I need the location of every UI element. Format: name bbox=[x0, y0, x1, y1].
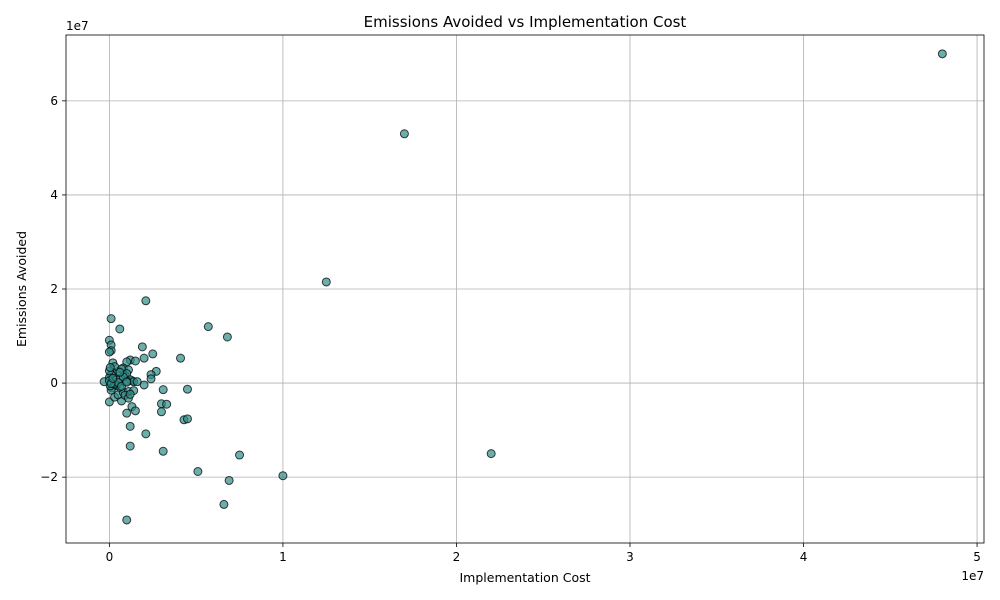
data-point bbox=[105, 363, 115, 373]
data-point bbox=[115, 324, 125, 334]
data-point bbox=[122, 408, 132, 418]
y-tick-label: 6 bbox=[50, 94, 58, 108]
data-point bbox=[130, 406, 140, 416]
data-point bbox=[130, 356, 140, 366]
data-point bbox=[162, 399, 172, 409]
y-tick-label: −2 bbox=[40, 470, 58, 484]
data-point bbox=[125, 389, 135, 399]
x-ticks: 0 1 2 3 4 5 bbox=[106, 543, 981, 564]
y-axis-title: Emissions Avoided bbox=[14, 231, 29, 347]
data-point bbox=[182, 384, 192, 394]
data-point bbox=[203, 322, 213, 332]
data-point bbox=[278, 471, 288, 481]
x-tick-label: 3 bbox=[626, 550, 634, 564]
data-point bbox=[235, 450, 245, 460]
data-point bbox=[125, 441, 135, 451]
data-point bbox=[193, 467, 203, 477]
x-tick-label: 1 bbox=[279, 550, 287, 564]
data-point bbox=[146, 374, 156, 384]
data-point bbox=[122, 377, 132, 387]
data-point bbox=[224, 475, 234, 485]
data-point bbox=[115, 367, 125, 377]
y-tick-label: 4 bbox=[50, 188, 58, 202]
data-point bbox=[486, 449, 496, 459]
data-point bbox=[122, 515, 132, 525]
x-offset-label: 1e7 bbox=[961, 569, 984, 583]
scatter-points bbox=[99, 49, 947, 525]
data-point bbox=[219, 499, 229, 509]
x-axis-title: Implementation Cost bbox=[459, 570, 590, 585]
data-point bbox=[156, 407, 166, 417]
data-point bbox=[141, 429, 151, 439]
data-point bbox=[321, 277, 331, 287]
y-offset-label: 1e7 bbox=[66, 19, 89, 33]
chart-title: Emissions Avoided vs Implementation Cost bbox=[364, 13, 687, 31]
y-ticks: −2 0 2 4 6 bbox=[40, 94, 66, 484]
y-tick-label: 0 bbox=[50, 376, 58, 390]
data-point bbox=[125, 421, 135, 431]
data-point bbox=[106, 314, 116, 324]
data-point bbox=[399, 129, 409, 139]
data-point bbox=[137, 342, 147, 352]
data-point bbox=[182, 414, 192, 424]
data-point bbox=[937, 49, 947, 59]
data-point bbox=[158, 446, 168, 456]
data-point bbox=[141, 296, 151, 306]
data-point bbox=[148, 349, 158, 359]
data-point bbox=[104, 347, 114, 357]
x-tick-label: 5 bbox=[973, 550, 981, 564]
y-grid bbox=[66, 100, 984, 478]
x-tick-label: 0 bbox=[106, 550, 114, 564]
data-point bbox=[222, 332, 232, 342]
data-point bbox=[139, 353, 149, 363]
data-point bbox=[108, 373, 118, 383]
x-tick-label: 2 bbox=[453, 550, 461, 564]
x-tick-label: 4 bbox=[800, 550, 808, 564]
y-tick-label: 2 bbox=[50, 282, 58, 296]
data-point bbox=[176, 353, 186, 363]
data-point bbox=[132, 377, 142, 387]
data-point bbox=[158, 385, 168, 395]
